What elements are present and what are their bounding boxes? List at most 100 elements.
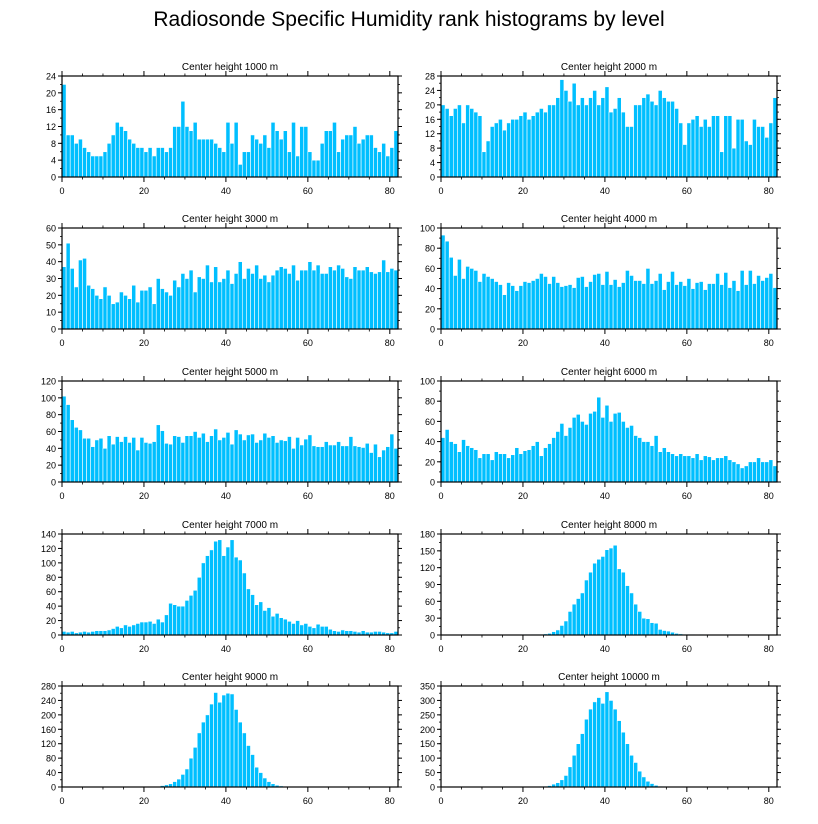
histogram-bar bbox=[711, 283, 716, 330]
histogram-bar bbox=[612, 279, 618, 330]
y-tick-label: 0 bbox=[430, 631, 435, 641]
y-tick-label: 12 bbox=[425, 129, 435, 139]
histogram-bar bbox=[344, 276, 350, 330]
y-tick-label: 24 bbox=[425, 86, 435, 96]
histogram-bar bbox=[73, 286, 79, 330]
histogram-bar bbox=[452, 108, 458, 178]
histogram-bar bbox=[78, 259, 83, 330]
histogram-bar bbox=[282, 618, 288, 636]
histogram-bar bbox=[291, 448, 296, 483]
x-tick-label: 40 bbox=[600, 338, 610, 348]
histogram-bar bbox=[299, 126, 305, 178]
histogram-bar bbox=[237, 261, 243, 330]
y-tick-label: 140 bbox=[41, 530, 56, 540]
y-tick-label: 60 bbox=[46, 587, 56, 597]
histogram-bar bbox=[192, 431, 198, 483]
y-tick-label: 0 bbox=[51, 478, 56, 488]
histogram-bar bbox=[764, 461, 770, 483]
histogram-bar bbox=[82, 437, 87, 483]
histogram-bar bbox=[233, 709, 239, 788]
histogram-bar bbox=[493, 451, 499, 483]
histogram-bar bbox=[344, 630, 350, 636]
histogram-bar bbox=[493, 122, 499, 178]
x-tick-label: 60 bbox=[682, 796, 692, 806]
histogram-bar bbox=[172, 781, 178, 788]
histogram-panel: Center height 9000 m04080120160200240280… bbox=[41, 672, 402, 806]
histogram-bar bbox=[690, 288, 696, 330]
y-tick-label: 80 bbox=[425, 244, 435, 254]
histogram-bar bbox=[596, 273, 602, 330]
histogram-bar bbox=[323, 441, 329, 483]
histogram-bar bbox=[213, 143, 219, 178]
histogram-bar bbox=[299, 624, 305, 636]
histogram-bar bbox=[510, 118, 516, 178]
histogram-bar bbox=[295, 437, 300, 483]
histogram-bar bbox=[86, 437, 91, 483]
histogram-bar bbox=[748, 461, 753, 483]
histogram-bar bbox=[352, 266, 358, 330]
histogram-bar bbox=[543, 447, 548, 483]
histogram-bar bbox=[217, 281, 223, 330]
histogram-bar bbox=[270, 615, 276, 636]
y-tick-label: 4 bbox=[51, 156, 56, 166]
histogram-bar bbox=[530, 115, 536, 178]
histogram-bar bbox=[270, 274, 276, 330]
panel-title: Center height 8000 m bbox=[561, 520, 657, 531]
histogram-bar bbox=[739, 118, 745, 178]
histogram-bar bbox=[440, 104, 446, 178]
histogram-bar bbox=[649, 445, 655, 483]
x-tick-label: 40 bbox=[221, 186, 231, 196]
histogram-bar bbox=[315, 446, 321, 483]
panel-title: Center height 9000 m bbox=[182, 672, 278, 683]
histogram-bar bbox=[637, 437, 643, 483]
histogram-bar bbox=[702, 118, 708, 178]
y-tick-label: 80 bbox=[46, 573, 56, 583]
histogram-bar bbox=[739, 467, 745, 483]
histogram-bar bbox=[319, 626, 325, 636]
histogram-bar bbox=[534, 441, 540, 483]
histogram-bar bbox=[155, 147, 161, 178]
histogram-bar bbox=[262, 432, 268, 483]
histogram-bar bbox=[65, 242, 71, 330]
histogram-bar bbox=[282, 440, 288, 483]
histogram-bar bbox=[196, 732, 202, 788]
histogram-bar bbox=[69, 268, 75, 330]
histogram-bar bbox=[102, 151, 108, 178]
histogram-bar bbox=[707, 283, 712, 330]
y-tick-label: 120 bbox=[41, 544, 56, 554]
histogram-bar bbox=[620, 571, 626, 636]
histogram-bar bbox=[217, 701, 223, 788]
histogram-bar bbox=[567, 427, 573, 483]
y-tick-label: 0 bbox=[430, 173, 435, 183]
x-tick-label: 80 bbox=[764, 796, 774, 806]
y-tick-label: 16 bbox=[46, 105, 56, 115]
histogram-bar bbox=[180, 442, 186, 483]
histogram-bar bbox=[580, 592, 585, 636]
histogram-bar bbox=[465, 266, 470, 330]
histogram-bar bbox=[625, 585, 630, 636]
histogram-bar bbox=[690, 457, 696, 483]
histogram-bar bbox=[225, 269, 231, 330]
histogram-bar bbox=[119, 291, 124, 330]
histogram-bar bbox=[176, 126, 182, 178]
histogram-bar bbox=[73, 426, 79, 483]
x-tick-label: 40 bbox=[600, 186, 610, 196]
histogram-bar bbox=[151, 623, 157, 636]
histogram-bar bbox=[645, 780, 651, 788]
histogram-bar bbox=[201, 721, 206, 788]
histogram-bar bbox=[555, 629, 561, 636]
histogram-bar bbox=[323, 130, 329, 178]
histogram-bar bbox=[332, 630, 337, 636]
histogram-bar bbox=[760, 461, 766, 483]
histogram-bar bbox=[584, 424, 589, 483]
histogram-bar bbox=[575, 277, 581, 330]
histogram-bar bbox=[772, 97, 778, 178]
histogram-bar bbox=[440, 437, 446, 483]
histogram-bar bbox=[196, 576, 202, 636]
x-tick-label: 80 bbox=[385, 796, 395, 806]
y-tick-label: 4 bbox=[430, 158, 435, 168]
histogram-bar bbox=[262, 610, 268, 636]
histogram-bar bbox=[360, 269, 366, 330]
histogram-bar bbox=[485, 453, 491, 483]
x-tick-label: 40 bbox=[221, 338, 231, 348]
